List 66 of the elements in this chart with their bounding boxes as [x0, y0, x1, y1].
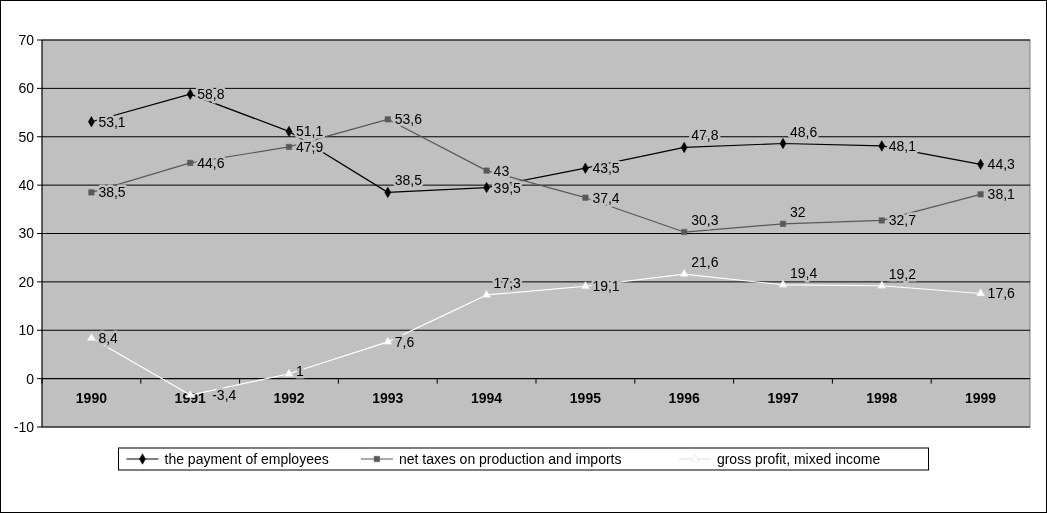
point: [679, 269, 689, 277]
y-tick-label: 70: [18, 31, 35, 48]
y-tick-label: 50: [18, 128, 35, 145]
data-label: 19,1: [592, 278, 620, 295]
data-label: 48,6: [790, 123, 818, 140]
data-label: 44,6: [197, 154, 225, 171]
data-label: 38,5: [394, 172, 423, 189]
point: [778, 279, 788, 288]
data-label: 32,7: [888, 212, 917, 229]
data-label: 30,3: [691, 212, 719, 229]
x-tick-label: 1995: [569, 389, 602, 406]
y-tick-label: 10: [18, 322, 35, 339]
point: [580, 281, 590, 289]
data-label: 8,4: [98, 329, 119, 346]
legend-label: gross profit, mixed income: [716, 451, 881, 467]
data-label: 43,5: [592, 160, 620, 177]
point: [780, 220, 786, 227]
data-label: 48,1: [888, 137, 917, 154]
data-label: 37,4: [592, 189, 620, 206]
data-label: 51,1: [296, 123, 324, 140]
point: [383, 336, 393, 345]
point: [877, 280, 887, 289]
data-label: 19,4: [790, 264, 818, 281]
data-label: 38,5: [98, 184, 126, 201]
data-label: -3,4: [212, 387, 237, 404]
data-label: 44,3: [987, 156, 1016, 173]
point: [976, 288, 986, 297]
x-tick-label: 1990: [75, 389, 108, 406]
point: [86, 332, 96, 341]
data-label: 43: [493, 162, 510, 179]
x-tick-label: 1996: [668, 389, 700, 406]
y-tick-label: 40: [18, 177, 35, 194]
y-tick-label: -10: [13, 418, 35, 435]
x-tick-label: 1993: [372, 389, 404, 406]
point: [88, 189, 95, 196]
point: [977, 191, 984, 198]
y-tick-label: 0: [26, 370, 35, 387]
point: [284, 368, 294, 377]
y-tick-label: 30: [18, 225, 35, 242]
y-tick-label: 20: [18, 273, 35, 290]
x-tick-label: 1998: [866, 389, 898, 406]
data-label: 19,2: [888, 265, 917, 282]
x-tick-label: 1994: [471, 389, 503, 406]
data-label: 38,1: [987, 186, 1016, 203]
y-tick-label: 60: [18, 80, 35, 97]
point: [482, 289, 492, 298]
legend-label: net taxes on production and imports: [398, 451, 622, 467]
point: [286, 143, 292, 150]
point: [878, 217, 885, 224]
data-label: 58,8: [197, 86, 225, 103]
legend-label: the payment of employees: [164, 451, 329, 467]
data-label: 32: [790, 203, 806, 220]
point: [483, 167, 490, 174]
x-tick-label: 1992: [273, 389, 305, 406]
point: [384, 116, 391, 123]
point: [187, 159, 194, 166]
data-label: 7,6: [394, 333, 415, 350]
data-label: 1: [296, 362, 304, 379]
x-tick-label: 1997: [767, 389, 799, 406]
data-label: 17,6: [987, 285, 1016, 302]
data-label: 53,6: [394, 111, 423, 128]
point: [681, 229, 688, 236]
point: [582, 194, 589, 201]
x-tick-label: 1999: [965, 389, 997, 406]
data-label: 21,6: [691, 254, 719, 271]
data-label: 53,1: [98, 113, 126, 130]
